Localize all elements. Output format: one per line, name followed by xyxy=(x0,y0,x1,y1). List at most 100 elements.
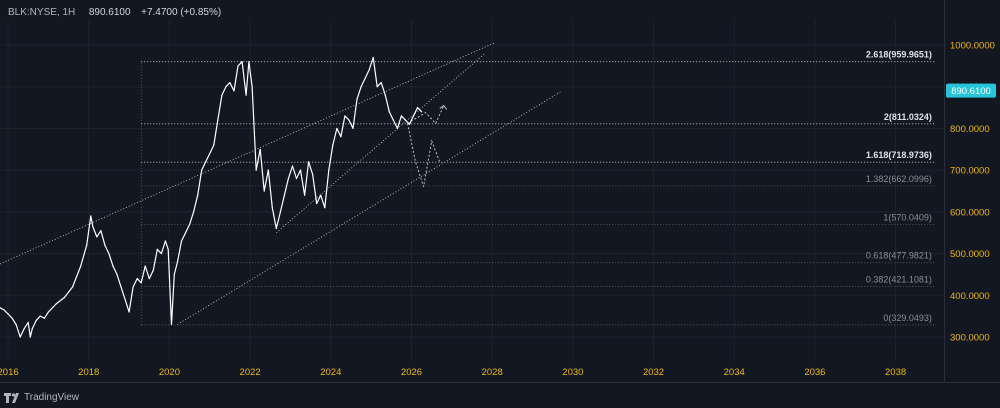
fib-level-label: 1.382(662.0996) xyxy=(866,174,932,184)
price-point xyxy=(263,190,265,192)
projection-path[interactable] xyxy=(407,105,445,125)
projection-paths[interactable] xyxy=(407,104,448,187)
symbol-label[interactable]: BLK:NYSE, 1H xyxy=(8,7,76,18)
y-tick-label: 1000.0000 xyxy=(950,41,995,52)
fib-level-label: 2.618(959.9651) xyxy=(866,50,932,60)
y-axis[interactable]: 300.0000 400.0000 500.0000 600.0000 700.0000… xyxy=(944,0,997,382)
price-point xyxy=(416,106,419,109)
price-point xyxy=(90,215,92,217)
price-point xyxy=(43,317,45,319)
fib-level-label: 0.618(477.9821) xyxy=(866,251,932,261)
y-tick-label: 400.0000 xyxy=(950,291,990,302)
price-point xyxy=(295,177,298,180)
price-point xyxy=(189,223,191,225)
price-line xyxy=(0,56,423,338)
price-point xyxy=(392,119,394,121)
price-point xyxy=(201,169,203,171)
x-axis[interactable]: 2016 2018 2020 2022 2024 2026 2028 2030 2032 2034… xyxy=(0,367,1000,383)
price-point xyxy=(400,115,403,117)
price-point xyxy=(356,98,358,100)
price-point xyxy=(279,211,281,213)
tradingview-logo-icon xyxy=(4,392,19,403)
price-point xyxy=(303,194,306,196)
price-point xyxy=(136,277,138,280)
price-point xyxy=(259,148,261,150)
x-tick-label: 2024 xyxy=(320,367,341,378)
price-point xyxy=(255,169,257,171)
x-tick-label: 2018 xyxy=(78,367,99,378)
price-point xyxy=(344,115,346,117)
y-tick-label: 800.0000 xyxy=(950,124,990,135)
price-point xyxy=(360,86,362,88)
price-point xyxy=(116,273,118,276)
fib-level-label: 1.618(718.9736) xyxy=(866,150,932,160)
price-point xyxy=(29,336,31,338)
price-point xyxy=(241,61,243,63)
price-point xyxy=(420,111,423,113)
price-point xyxy=(380,81,382,84)
price-point xyxy=(320,194,322,196)
current-price-label: 890.6100 xyxy=(951,86,991,97)
price-point xyxy=(92,225,94,228)
price-value: 890.6100 xyxy=(88,7,131,18)
y-tick-label: 500.0000 xyxy=(950,249,990,260)
x-tick-label: 2032 xyxy=(643,367,664,378)
price-point xyxy=(287,177,290,180)
price-point xyxy=(283,194,286,196)
price-point xyxy=(7,313,9,315)
price-point xyxy=(27,321,29,323)
price-point xyxy=(167,248,169,250)
price-point xyxy=(132,286,134,288)
price-point xyxy=(19,336,21,338)
grid xyxy=(0,20,944,362)
price-point xyxy=(0,307,1,309)
price-point xyxy=(209,152,211,155)
price-point xyxy=(173,273,175,276)
x-tick-label: 2026 xyxy=(401,367,422,378)
price-point xyxy=(120,286,122,288)
price-point xyxy=(299,169,302,171)
trend-lines[interactable] xyxy=(0,42,561,325)
price-point xyxy=(108,252,110,255)
price-point xyxy=(47,311,50,313)
fib-level-label: 0.382(421.1081) xyxy=(866,274,932,284)
price-point xyxy=(86,244,88,246)
current-price-badge[interactable] xyxy=(946,83,996,98)
price-point xyxy=(140,282,142,284)
price-point xyxy=(364,77,366,79)
price-point xyxy=(312,173,314,175)
trend-line[interactable] xyxy=(177,91,561,325)
price-point xyxy=(396,127,398,130)
x-tick-label: 2016 xyxy=(0,367,19,378)
price-point xyxy=(408,123,411,125)
x-tick-label: 2028 xyxy=(482,367,503,378)
price-point xyxy=(152,269,154,271)
price-point xyxy=(128,311,130,313)
price-point xyxy=(384,94,386,96)
price-point xyxy=(388,111,390,113)
price-point xyxy=(217,119,219,121)
x-tick-label: 2038 xyxy=(885,367,906,378)
price-point xyxy=(3,309,5,311)
y-tick-label: 600.0000 xyxy=(950,207,990,218)
chart-header: BLK:NYSE, 1H 890.6100 +7.4700 (+0.85%) xyxy=(8,7,221,18)
fibonacci-levels[interactable]: 0(329.0493) 0.382(421.1081) 0.618(477.9821… xyxy=(140,50,936,326)
price-point xyxy=(245,94,247,96)
price-point xyxy=(144,265,146,267)
trend-line[interactable] xyxy=(276,53,485,234)
price-point xyxy=(23,328,25,330)
y-tick-label: 300.0000 xyxy=(950,332,990,343)
projection-path[interactable] xyxy=(407,123,441,187)
price-point xyxy=(324,207,326,209)
price-point xyxy=(336,127,338,130)
price-point xyxy=(225,86,227,88)
price-point xyxy=(80,265,82,267)
x-tick-label: 2020 xyxy=(159,367,180,378)
price-point xyxy=(248,61,250,63)
y-tick-label: 700.0000 xyxy=(950,166,990,177)
price-point xyxy=(412,115,415,117)
footer-brand[interactable]: TradingView xyxy=(4,392,79,403)
trend-line[interactable] xyxy=(0,42,495,265)
